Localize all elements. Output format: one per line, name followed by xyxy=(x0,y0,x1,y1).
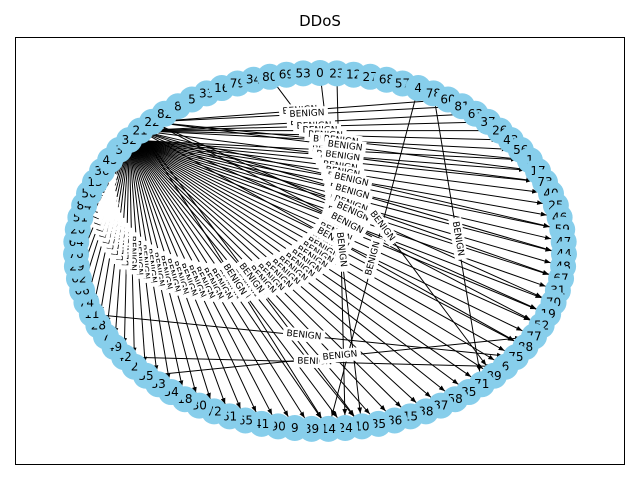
edge-label-background xyxy=(325,207,369,239)
node-label: 6 xyxy=(502,360,510,374)
edge-label: BENIGN xyxy=(448,216,468,261)
node-label: 5 xyxy=(188,92,196,106)
edge-label-background xyxy=(285,106,329,122)
node-label: 14 xyxy=(321,422,336,436)
node-label: 7 xyxy=(102,329,110,343)
nodes-layer: 0231227685747860816337264356117734025465… xyxy=(63,60,577,442)
edge-label-background xyxy=(323,136,367,156)
edge-labels-layer: BENIGNBENIGNBENIGNBENIGNBENIGNBENIGNBENI… xyxy=(86,102,468,369)
edge-label-background xyxy=(278,247,321,284)
edge-label-text: BENIGN xyxy=(297,356,332,367)
edge-label-background xyxy=(330,179,375,205)
node-label: 53 xyxy=(296,66,311,80)
edge-label-background xyxy=(250,258,290,298)
edge-label-text: BENIGN xyxy=(322,349,358,362)
edge-label-text: BENIGN xyxy=(334,232,348,268)
edge-label-background xyxy=(364,205,401,247)
edge-label-background xyxy=(361,236,385,281)
node-label: 23 xyxy=(329,66,344,80)
edge-label-background xyxy=(332,227,351,272)
edge-label: BENIGN xyxy=(323,136,367,156)
node-label: 24 xyxy=(338,421,353,435)
node-label: 69 xyxy=(279,68,294,82)
node-label: 8 xyxy=(174,99,182,113)
edge-label-background xyxy=(265,253,306,292)
edge-label-background xyxy=(282,326,326,344)
node-label: 0 xyxy=(316,66,324,80)
plot-frame xyxy=(15,37,625,465)
edge-label-background xyxy=(331,197,375,227)
edge-label: BENIGN xyxy=(282,326,326,344)
edge-label-text: BENIGN xyxy=(289,108,324,120)
edge-label-background xyxy=(318,347,362,365)
node-label: 9 xyxy=(291,421,299,435)
node-label: 4 xyxy=(414,81,422,95)
edge-label: BENIGN xyxy=(285,106,329,122)
figure-title: DDoS xyxy=(299,12,341,30)
edge-label-background xyxy=(329,168,374,191)
node-label: 39 xyxy=(304,422,319,436)
edge-label-background xyxy=(448,216,468,261)
edge-label: BENIGN xyxy=(318,347,362,365)
node-label: 1 xyxy=(526,153,534,167)
edge-label: BENIGN xyxy=(332,227,351,272)
node-label: 2 xyxy=(131,360,139,374)
edge-label-background xyxy=(258,256,298,295)
node-label: 3 xyxy=(115,143,123,157)
edge-label-text: BENIGN xyxy=(327,139,363,153)
edge-label-text: BENIGN xyxy=(286,329,322,342)
edge-label-background xyxy=(272,251,313,288)
edge-label-background xyxy=(218,258,252,301)
graph-node-53 xyxy=(290,60,317,87)
edge-label-background xyxy=(233,257,270,299)
edge-label: BENIGN xyxy=(361,236,385,281)
